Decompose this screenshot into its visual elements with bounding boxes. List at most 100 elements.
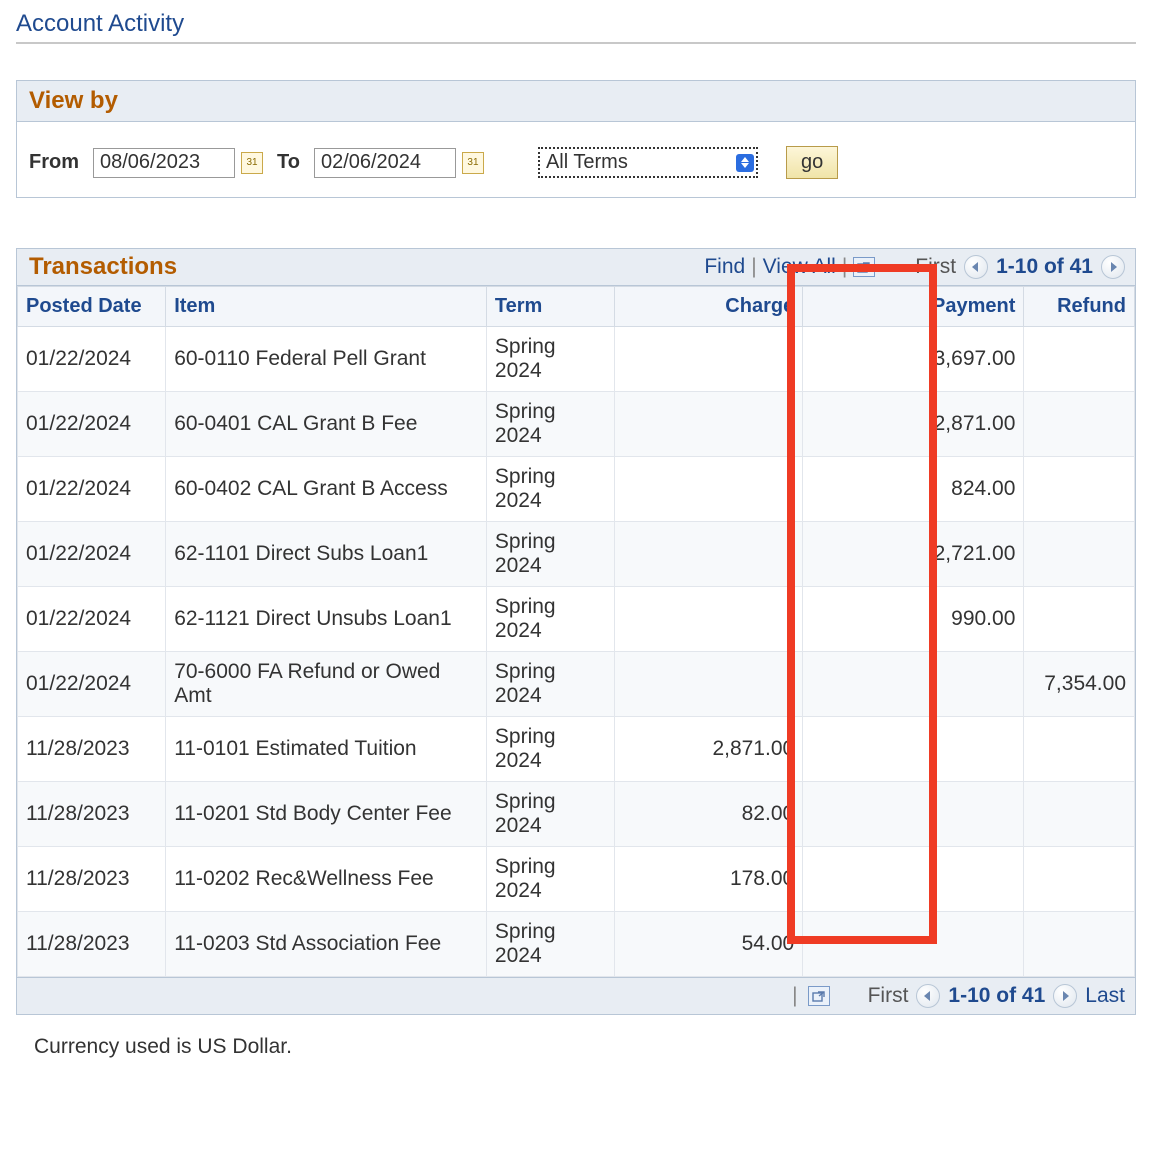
cell-term: Spring 2024 <box>486 847 614 912</box>
cell-refund <box>1024 327 1135 392</box>
cell-term: Spring 2024 <box>486 652 614 717</box>
next-page-button[interactable] <box>1053 984 1077 1008</box>
filter-row: From 31 To 31 All Terms go <box>17 122 1135 197</box>
calendar-icon[interactable]: 31 <box>241 152 263 174</box>
calendar-icon[interactable]: 31 <box>462 152 484 174</box>
popup-icon[interactable] <box>808 986 830 1006</box>
cell-payment <box>803 847 1024 912</box>
col-refund[interactable]: Refund <box>1024 287 1135 327</box>
cell-charge <box>615 587 803 652</box>
col-payment[interactable]: Payment <box>803 287 1024 327</box>
cell-term: Spring 2024 <box>486 782 614 847</box>
cell-term: Spring 2024 <box>486 912 614 977</box>
cell-date: 01/22/2024 <box>18 587 166 652</box>
view-by-panel: View by From 31 To 31 All Terms go <box>16 80 1136 198</box>
table-row: 01/22/202460-0402 CAL Grant B AccessSpri… <box>18 457 1135 522</box>
currency-note: Currency used is US Dollar. <box>34 1035 1136 1059</box>
cell-payment <box>803 782 1024 847</box>
cell-payment <box>803 912 1024 977</box>
cell-charge <box>615 457 803 522</box>
cell-charge: 178.00 <box>615 847 803 912</box>
view-by-header: View by <box>17 81 1135 122</box>
cell-charge: 82.00 <box>615 782 803 847</box>
cell-payment <box>803 717 1024 782</box>
cell-charge <box>615 392 803 457</box>
separator: | <box>792 984 797 1008</box>
cell-date: 01/22/2024 <box>18 392 166 457</box>
separator: | <box>842 255 847 279</box>
cell-charge <box>615 652 803 717</box>
table-row: 11/28/202311-0201 Std Body Center FeeSpr… <box>18 782 1135 847</box>
terms-select[interactable]: All Terms <box>538 147 758 178</box>
table-row: 01/22/202462-1121 Direct Unsubs Loan1Spr… <box>18 587 1135 652</box>
col-posted-date[interactable]: Posted Date <box>18 287 166 327</box>
separator: | <box>751 255 756 279</box>
pager-last[interactable]: Last <box>1085 984 1125 1008</box>
cell-payment: 3,697.00 <box>803 327 1024 392</box>
transactions-footer: | First 1-10 of 41 Last <box>17 977 1135 1014</box>
prev-page-button[interactable] <box>916 984 940 1008</box>
cell-term: Spring 2024 <box>486 327 614 392</box>
find-link[interactable]: Find <box>704 255 745 279</box>
cell-charge: 54.00 <box>615 912 803 977</box>
cell-item: 70-6000 FA Refund or Owed Amt <box>166 652 487 717</box>
cell-date: 01/22/2024 <box>18 522 166 587</box>
cell-refund <box>1024 392 1135 457</box>
from-date-input[interactable] <box>93 148 235 178</box>
cell-item: 62-1121 Direct Unsubs Loan1 <box>166 587 487 652</box>
cell-date: 11/28/2023 <box>18 912 166 977</box>
cell-refund <box>1024 522 1135 587</box>
cell-refund <box>1024 782 1135 847</box>
next-page-button[interactable] <box>1101 255 1125 279</box>
go-button[interactable]: go <box>786 146 838 179</box>
cell-item: 60-0402 CAL Grant B Access <box>166 457 487 522</box>
cell-item: 11-0203 Std Association Fee <box>166 912 487 977</box>
transactions-links: Find | View All | <box>704 255 875 279</box>
col-charge[interactable]: Charge <box>615 287 803 327</box>
to-date-input[interactable] <box>314 148 456 178</box>
cell-charge <box>615 327 803 392</box>
cell-refund <box>1024 457 1135 522</box>
cell-charge: 2,871.00 <box>615 717 803 782</box>
cell-payment: 2,871.00 <box>803 392 1024 457</box>
cell-item: 62-1101 Direct Subs Loan1 <box>166 522 487 587</box>
cell-term: Spring 2024 <box>486 457 614 522</box>
cell-refund <box>1024 717 1135 782</box>
from-label: From <box>29 151 79 174</box>
title-rule <box>16 42 1136 44</box>
to-label: To <box>277 151 300 174</box>
cell-date: 11/28/2023 <box>18 847 166 912</box>
cell-payment: 2,721.00 <box>803 522 1024 587</box>
pager-count-bottom: 1-10 of 41 <box>948 984 1045 1008</box>
popup-icon[interactable] <box>853 257 875 277</box>
transactions-panel: Transactions Find | View All | First 1-1… <box>16 248 1136 1015</box>
cell-charge <box>615 522 803 587</box>
transactions-title: Transactions <box>29 253 177 281</box>
cell-item: 11-0201 Std Body Center Fee <box>166 782 487 847</box>
page-title: Account Activity <box>16 10 1136 38</box>
cell-refund <box>1024 912 1135 977</box>
cell-item: 60-0110 Federal Pell Grant <box>166 327 487 392</box>
col-term[interactable]: Term <box>486 287 614 327</box>
cell-item: 60-0401 CAL Grant B Fee <box>166 392 487 457</box>
cell-date: 01/22/2024 <box>18 327 166 392</box>
table-row: 01/22/202460-0401 CAL Grant B FeeSpring … <box>18 392 1135 457</box>
cell-payment <box>803 652 1024 717</box>
cell-term: Spring 2024 <box>486 392 614 457</box>
prev-page-button[interactable] <box>964 255 988 279</box>
cell-term: Spring 2024 <box>486 522 614 587</box>
cell-date: 01/22/2024 <box>18 652 166 717</box>
transactions-table: Posted Date Item Term Charge Payment Ref… <box>17 286 1135 977</box>
table-row: 01/22/202462-1101 Direct Subs Loan1Sprin… <box>18 522 1135 587</box>
view-all-link[interactable]: View All <box>763 255 836 279</box>
pager-count: 1-10 of 41 <box>996 255 1093 279</box>
cell-date: 01/22/2024 <box>18 457 166 522</box>
cell-date: 11/28/2023 <box>18 782 166 847</box>
col-item[interactable]: Item <box>166 287 487 327</box>
table-wrap: Posted Date Item Term Charge Payment Ref… <box>17 286 1135 977</box>
terms-select-value: All Terms <box>546 151 628 174</box>
cell-payment: 990.00 <box>803 587 1024 652</box>
table-row: 11/28/202311-0202 Rec&Wellness FeeSpring… <box>18 847 1135 912</box>
cell-refund <box>1024 847 1135 912</box>
cell-payment: 824.00 <box>803 457 1024 522</box>
